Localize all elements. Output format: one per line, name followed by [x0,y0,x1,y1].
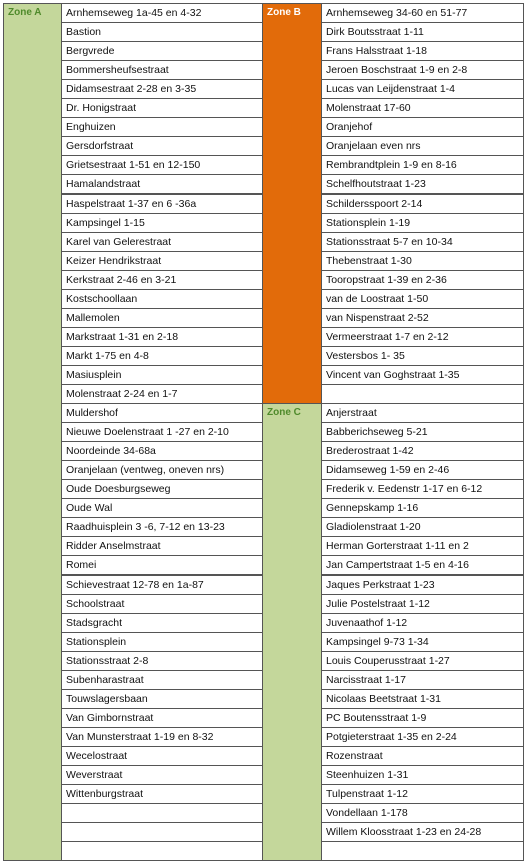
street [61,822,263,843]
street: Keizer Hendrikstraat [61,250,263,271]
street: Molenstraat 2-24 en 1-7 [61,384,263,405]
street: Grietsestraat 1-51 en 12-150 [61,155,263,176]
street: Frederik v. Eedenstr 1-17 en 6-12 [321,479,524,500]
street: Stadsgracht [61,612,263,633]
street: Muldershof [61,403,263,424]
street: Stationsstraat 2-8 [61,650,263,671]
street: Rozenstraat [321,745,524,766]
street: Masiusplein [61,364,263,385]
street: Thebenstraat 1-30 [321,250,524,271]
street: Stationsstraat 5-7 en 10-34 [321,231,524,252]
street: Stationsplein 1-19 [321,212,524,233]
street: Willem Kloosstraat 1-23 en 24-28 [321,822,524,843]
street: Bastion [61,22,263,43]
street: Bergvrede [61,41,263,62]
street: Brederostraat 1-42 [321,441,524,462]
street: Lucas van Leijdenstraat 1-4 [321,79,524,100]
street [321,841,524,862]
street: Karel van Gelerestraat [61,231,263,252]
street: Juvenaathof 1-12 [321,612,524,633]
street: Vondellaan 1-178 [321,803,524,824]
street: Schelfhoutstraat 1-23 [321,174,524,195]
street: Nicolaas Beetstraat 1-31 [321,688,524,709]
street: Vermeerstraat 1-7 en 2-12 [321,326,524,347]
street: van Nispenstraat 2-52 [321,307,524,328]
street: Wittenburgstraat [61,784,263,805]
street: Wecelostraat [61,745,263,766]
street: Subenharastraat [61,669,263,690]
street: Gersdorfstraat [61,136,263,157]
street: Arnhemseweg 1a-45 en 4-32 [61,3,263,24]
zone-label: Zone C [262,403,322,862]
street: Tulpenstraat 1-12 [321,784,524,805]
street: Julie Postelstraat 1-12 [321,593,524,614]
street: Kostschoollaan [61,288,263,309]
street: Van Munsterstraat 1-19 en 8-32 [61,726,263,747]
street: Jan Campertstraat 1-5 en 4-16 [321,555,524,576]
street: Van Gimbornstraat [61,707,263,728]
street: Schievestraat 12-78 en 1a-87 [61,574,263,595]
street: Frans Halsstraat 1-18 [321,41,524,62]
street: Babberichseweg 5-21 [321,422,524,443]
street [321,384,524,405]
street: Steenhuizen 1-31 [321,765,524,786]
street [61,803,263,824]
street: Jeroen Boschstraat 1-9 en 2-8 [321,60,524,81]
street: Markstraat 1-31 en 2-18 [61,326,263,347]
street: Bommersheufsestraat [61,60,263,81]
street: Didamsestraat 2-28 en 3-35 [61,79,263,100]
street: Nieuwe Doelenstraat 1 -27 en 2-10 [61,422,263,443]
street: Molenstraat 17-60 [321,98,524,119]
street: Oranjelaan (ventweg, oneven nrs) [61,460,263,481]
street: Dirk Boutsstraat 1-11 [321,22,524,43]
street: Didamseweg 1-59 en 2-46 [321,460,524,481]
street: Schoolstraat [61,593,263,614]
street: Potgieterstraat 1-35 en 2-24 [321,726,524,747]
street: Vestersbos 1- 35 [321,345,524,366]
street: Louis Couperusstraat 1-27 [321,650,524,671]
street: Gladiolenstraat 1-20 [321,517,524,538]
street: Kerkstraat 2-46 en 3-21 [61,269,263,290]
street: Gennepskamp 1-16 [321,498,524,519]
street: Herman Gorterstraat 1-11 en 2 [321,536,524,557]
street: Oude Wal [61,498,263,519]
street: Hamalandstraat [61,174,263,195]
street: Narcisstraat 1-17 [321,669,524,690]
street: Tooropstraat 1-39 en 2-36 [321,269,524,290]
street: Oranjelaan even nrs [321,136,524,157]
street: Vincent van Goghstraat 1-35 [321,364,524,385]
street: PC Boutensstraat 1-9 [321,707,524,728]
street: Stationsplein [61,631,263,652]
street: Mallemolen [61,307,263,328]
zone-label: Zone B [262,3,322,405]
zone-label: Zone A [3,3,62,862]
street: Markt 1-75 en 4-8 [61,345,263,366]
street: Haspelstraat 1-37 en 6 -36a [61,193,263,214]
street: Anjerstraat [321,403,524,424]
street: Romei [61,555,263,576]
street [61,841,263,862]
street: Rembrandtplein 1-9 en 8-16 [321,155,524,176]
street: Enghuizen [61,117,263,138]
street: Kampsingel 1-15 [61,212,263,233]
street: Kampsingel 9-73 1-34 [321,631,524,652]
street: Weverstraat [61,765,263,786]
street: Touwslagersbaan [61,688,263,709]
street: Dr. Honigstraat [61,98,263,119]
street: Raadhuisplein 3 -6, 7-12 en 13-23 [61,517,263,538]
street: Oranjehof [321,117,524,138]
street: Arnhemseweg 34-60 en 51-77 [321,3,524,24]
street: Schildersspoort 2-14 [321,193,524,214]
street: van de Loostraat 1-50 [321,288,524,309]
street: Oude Doesburgseweg [61,479,263,500]
street: Jaques Perkstraat 1-23 [321,574,524,595]
street: Noordeinde 34-68a [61,441,263,462]
street: Ridder Anselmstraat [61,536,263,557]
